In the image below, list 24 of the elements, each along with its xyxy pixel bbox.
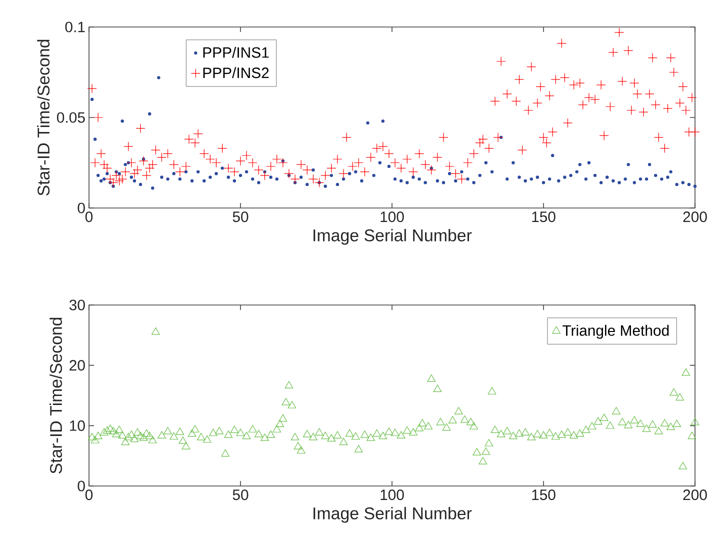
y-tick-label: 0 — [78, 480, 85, 492]
x-tick-label: 0 — [85, 490, 93, 500]
x-tick-label: 100 — [380, 212, 404, 222]
y-tick-label: 0.05 — [56, 112, 85, 123]
y-tick-label: 10 — [70, 420, 85, 431]
x-tick-label: 200 — [683, 490, 707, 500]
x-tick-label: 50 — [232, 212, 248, 222]
legend-label: Triangle Method — [562, 324, 669, 339]
y-axis-title: Star-ID Time/Second — [37, 40, 50, 196]
x-tick-label: 100 — [380, 490, 404, 500]
x-tick-label: 150 — [532, 212, 556, 222]
y-tick-label: 30 — [69, 300, 85, 310]
x-tick-label: 0 — [85, 212, 93, 222]
x-axis-title: Image Serial Number — [314, 506, 472, 523]
legend-label: PPP/INS2 — [203, 67, 269, 78]
x-tick-label: 150 — [532, 490, 556, 500]
legend-label: PPP/INS1 — [203, 46, 269, 58]
x-tick-label: 200 — [683, 212, 707, 222]
x-axis-title: Image Serial Number — [314, 228, 472, 245]
y-tick-label: 0 — [78, 202, 85, 214]
y-tick-label: 0.1 — [65, 22, 85, 32]
y-tick-label: 20 — [70, 360, 85, 371]
x-tick-label: 50 — [232, 490, 248, 500]
y-axis-title: Star-ID Time/Second — [50, 318, 62, 474]
